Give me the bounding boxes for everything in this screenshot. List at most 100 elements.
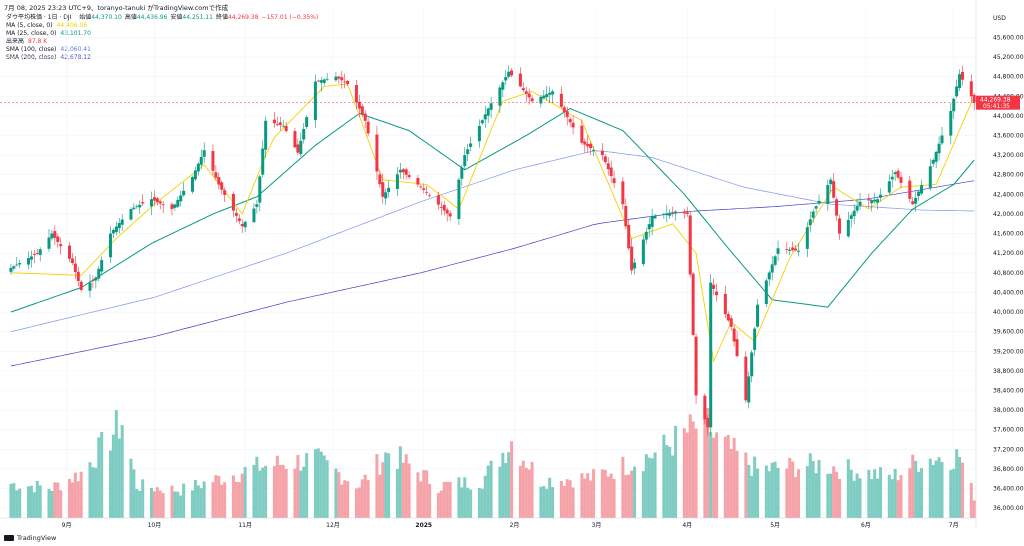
volume-bar	[202, 481, 206, 518]
volume-bar	[170, 485, 174, 518]
volume-bar	[530, 461, 534, 518]
volume-bar	[401, 462, 405, 518]
candle-body	[220, 182, 224, 190]
candle-body	[79, 281, 83, 290]
symbol-name[interactable]: ダウ平均株価 · 1日 · DJI	[6, 14, 72, 21]
indicator-row[interactable]: SMA (100, close) 42,060.41	[6, 46, 321, 54]
candle-body	[797, 250, 801, 252]
candle-body	[858, 201, 862, 206]
y-tick-label: 45,200.00	[993, 54, 1024, 61]
candle-body	[234, 212, 238, 216]
volume-bar	[53, 482, 57, 518]
volume-bar	[346, 481, 350, 518]
candle-body	[592, 149, 596, 151]
volume-bar	[463, 477, 467, 518]
volume-bar	[237, 482, 241, 518]
candle-body	[155, 198, 159, 203]
candle-body	[539, 96, 543, 104]
candle-body	[278, 122, 282, 125]
volume-bar	[928, 458, 932, 518]
candle-body	[867, 199, 871, 201]
volume-bar	[59, 490, 63, 518]
candle-body	[682, 211, 686, 214]
volume-bar	[603, 469, 607, 518]
candle-body	[852, 210, 856, 217]
y-tick-label: 37,600.00	[993, 427, 1024, 434]
candle-body	[814, 206, 818, 209]
legend-symbol-row[interactable]: ダウ平均株価 · 1日 · DJI 始値44,370.10 高値44,436.96…	[6, 14, 321, 22]
volume-bar	[852, 480, 856, 518]
volume-bar	[867, 469, 871, 518]
candle-body	[108, 233, 112, 258]
y-tick-label: 37,200.00	[993, 446, 1024, 453]
volume-bar	[91, 467, 95, 518]
volume-bar	[47, 488, 51, 518]
volume-bar	[439, 490, 443, 518]
candle-body	[149, 199, 153, 207]
candle-body	[483, 114, 487, 120]
candle-body	[770, 264, 774, 273]
volume-bar	[111, 434, 115, 518]
volume-bar	[214, 475, 218, 518]
volume-bar	[152, 491, 156, 518]
candle-body	[360, 106, 364, 115]
volume-bar	[542, 486, 546, 518]
volume-bar	[240, 473, 244, 518]
price-axis[interactable]: 36,000.00 36,400.00 36,800.00 37,200.00 37,6…	[975, 0, 1024, 546]
candle-body	[18, 263, 22, 265]
indicator-row[interactable]: MA (5, close, 0) 44,406.06	[6, 22, 321, 30]
indicator-row[interactable]: 出来高 87.8 K	[6, 38, 321, 46]
volume-bar	[302, 466, 306, 518]
candle-body	[173, 204, 177, 208]
volume-bar	[384, 452, 388, 518]
volume-bar	[460, 487, 464, 518]
volume-bar	[29, 485, 33, 518]
volume-bar	[117, 438, 121, 518]
candles	[9, 65, 976, 437]
volume-bar	[419, 481, 423, 518]
volume-bar	[817, 459, 821, 518]
volume-bar	[138, 490, 142, 518]
y-tick-label: 40,000.00	[993, 309, 1024, 316]
candle-body	[565, 111, 569, 118]
candle-body	[811, 211, 815, 218]
y-tick-label: 42,000.00	[993, 211, 1024, 218]
time-axis[interactable]: 9月 10月 11月 12月 2025 2月 3月 4月 5月 6月 7月	[0, 517, 976, 529]
volume-bar	[732, 437, 736, 518]
candle-body	[419, 186, 423, 188]
candle-body	[217, 176, 221, 185]
indicator-row[interactable]: MA (25, close, 0) 43,101.70	[6, 30, 321, 38]
candle-body	[357, 101, 361, 109]
candle-body	[111, 230, 115, 234]
ohlc-values: 始値44,370.10 高値44,436.96 安値44,251.11 終値44,26…	[79, 14, 321, 21]
volume-bar	[559, 480, 563, 518]
volume-bar	[893, 468, 897, 518]
volume-bar	[243, 466, 247, 518]
indicator-row[interactable]: SMA (200, close) 42,678.12	[6, 54, 321, 62]
last-price-badge	[976, 95, 1020, 110]
volume-bar	[293, 468, 297, 518]
candle-body	[808, 219, 812, 226]
volume-bar	[448, 481, 452, 518]
volume-bar	[15, 490, 19, 518]
currency-label: USD	[993, 15, 1006, 22]
volume-bar	[826, 473, 830, 518]
candle-body	[56, 236, 60, 242]
volume-bar	[132, 469, 136, 518]
candle-body	[524, 91, 528, 94]
candle-body	[477, 125, 481, 142]
candle-body	[624, 206, 628, 227]
volume-bar	[155, 487, 159, 518]
volume-bar	[879, 467, 883, 518]
candle-body	[703, 395, 707, 420]
candle-body	[846, 219, 850, 237]
volume-bar	[832, 466, 836, 518]
moving-averages	[10, 83, 975, 367]
volume-bar	[114, 410, 118, 518]
candle-body	[662, 213, 666, 215]
x-tick-label: 5月	[770, 522, 780, 529]
volume-bar	[182, 483, 186, 518]
candle-body	[94, 277, 98, 281]
y-tick-label: 36,800.00	[993, 466, 1024, 473]
